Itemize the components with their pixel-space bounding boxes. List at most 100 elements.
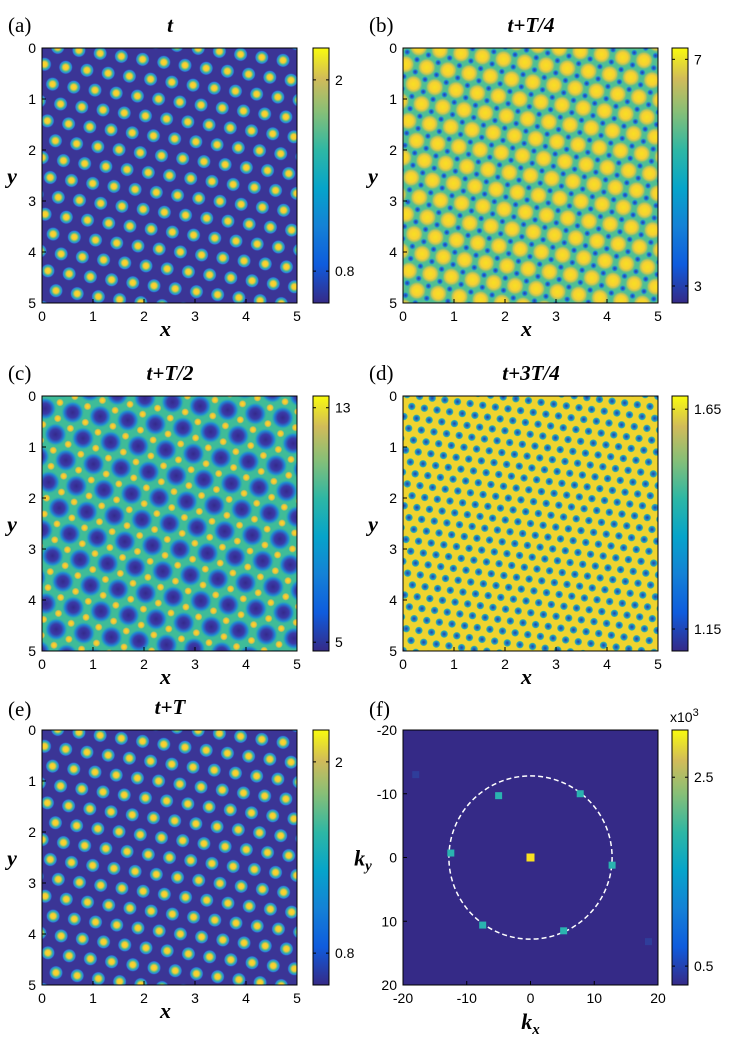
heatmap-spot xyxy=(210,287,225,302)
heatmap-hole xyxy=(525,430,535,439)
heatmap-spot xyxy=(178,650,181,651)
heatmap-spot xyxy=(218,989,233,1004)
heatmap-spot xyxy=(42,170,58,185)
heatmap-spot xyxy=(574,248,594,268)
heatmap-hole xyxy=(615,620,624,630)
heatmap-hole xyxy=(240,523,264,547)
heatmap-hole xyxy=(485,446,494,456)
heatmap-hole xyxy=(482,178,490,186)
heatmap-spot xyxy=(12,612,20,620)
heatmap-spot xyxy=(458,307,477,326)
heatmap-spot xyxy=(42,150,50,165)
heatmap-spot xyxy=(298,376,306,384)
heatmap-spot xyxy=(104,454,113,462)
heatmap-hole xyxy=(483,412,492,422)
heatmap-hole xyxy=(441,241,449,249)
heatmap-hole xyxy=(500,426,510,435)
heatmap-spot xyxy=(568,135,588,155)
heatmap-hole xyxy=(450,508,459,518)
heatmap-spot xyxy=(42,286,43,289)
heatmap-hole xyxy=(528,642,537,651)
heatmap-spot xyxy=(103,665,111,673)
heatmap-spot xyxy=(172,94,188,110)
heatmap-hole xyxy=(632,545,641,554)
heatmap-hole xyxy=(559,602,569,611)
heatmap-hole xyxy=(477,65,485,73)
heatmap-hole xyxy=(652,626,658,635)
heatmap-hole xyxy=(99,625,124,649)
heatmap-hole xyxy=(495,324,502,331)
heatmap-spot xyxy=(116,105,132,121)
heatmap-hole xyxy=(541,142,549,150)
heatmap-hole xyxy=(436,277,444,285)
y-axis-label: y xyxy=(365,512,378,537)
heatmap-spot xyxy=(73,377,81,385)
heatmap-spot xyxy=(270,89,286,105)
heatmap-spot xyxy=(183,853,199,868)
heatmap-spot xyxy=(297,888,312,903)
heatmap-spot xyxy=(247,180,262,195)
heatmap-spot xyxy=(497,256,517,276)
heatmap-spot xyxy=(233,730,248,744)
heatmap-hole xyxy=(488,60,496,68)
heatmap-hole xyxy=(480,613,490,622)
heatmap-spot xyxy=(504,126,525,146)
heatmap-hole xyxy=(403,445,410,455)
y-tick-label: 2 xyxy=(28,490,36,506)
heatmap-spot xyxy=(139,605,148,614)
heatmap-hole xyxy=(590,383,598,391)
heatmap-hole xyxy=(664,198,671,205)
heatmap-spot xyxy=(216,665,224,673)
heatmap-spot xyxy=(48,815,63,831)
heatmap-hole xyxy=(579,185,587,193)
heatmap-spot xyxy=(518,109,538,129)
heatmap-hole xyxy=(257,501,282,525)
heatmap-spot xyxy=(571,191,591,211)
heatmap-spot xyxy=(122,218,138,234)
y-tick-label: 2 xyxy=(28,824,36,840)
heatmap-spot xyxy=(101,897,117,913)
heatmap-spot xyxy=(236,415,245,424)
heatmap-hole xyxy=(564,613,573,623)
heatmap-spot xyxy=(298,481,306,489)
heatmap-hole xyxy=(646,580,655,590)
heatmap-hole xyxy=(603,245,611,253)
heatmap-spot xyxy=(465,27,484,46)
heatmap-hole xyxy=(403,612,406,621)
heatmap-spot xyxy=(295,497,297,505)
heatmap-spot xyxy=(262,751,278,767)
heatmap-hole xyxy=(573,72,581,80)
heatmap-spot xyxy=(328,364,336,372)
heatmap-spot xyxy=(190,48,206,56)
heatmap-hole xyxy=(612,102,620,110)
heatmap-spot xyxy=(108,422,117,431)
heatmap-spot xyxy=(20,458,28,466)
heatmap-spot xyxy=(206,762,222,778)
heatmap-spot xyxy=(260,845,275,860)
heatmap-hole xyxy=(662,561,670,569)
heatmap-hole xyxy=(408,92,416,100)
heatmap-spot xyxy=(48,965,64,980)
heatmap-spot xyxy=(130,920,146,936)
heatmap-hole xyxy=(689,95,696,102)
heatmap-hole xyxy=(520,221,528,228)
heatmap-hole xyxy=(412,592,422,601)
heatmap-spot xyxy=(634,50,654,70)
heatmap-spot xyxy=(178,207,193,223)
heatmap-hole xyxy=(219,471,244,496)
heatmap-hole xyxy=(568,536,578,545)
heatmap-spot xyxy=(252,143,267,158)
fourier-peak xyxy=(608,861,616,869)
heatmap-spot xyxy=(53,246,69,262)
heatmap-hole xyxy=(427,108,435,116)
heatmap-hole xyxy=(575,60,583,68)
heatmap-spot xyxy=(146,810,161,826)
heatmap-hole xyxy=(437,652,445,660)
heatmap-spot xyxy=(578,61,598,81)
heatmap-hole xyxy=(456,464,466,474)
heatmap-spot xyxy=(92,730,108,743)
heatmap-hole xyxy=(449,564,458,573)
heatmap-hole xyxy=(458,118,466,126)
heatmap-spot xyxy=(239,842,254,857)
heatmap-spot xyxy=(57,985,72,1000)
